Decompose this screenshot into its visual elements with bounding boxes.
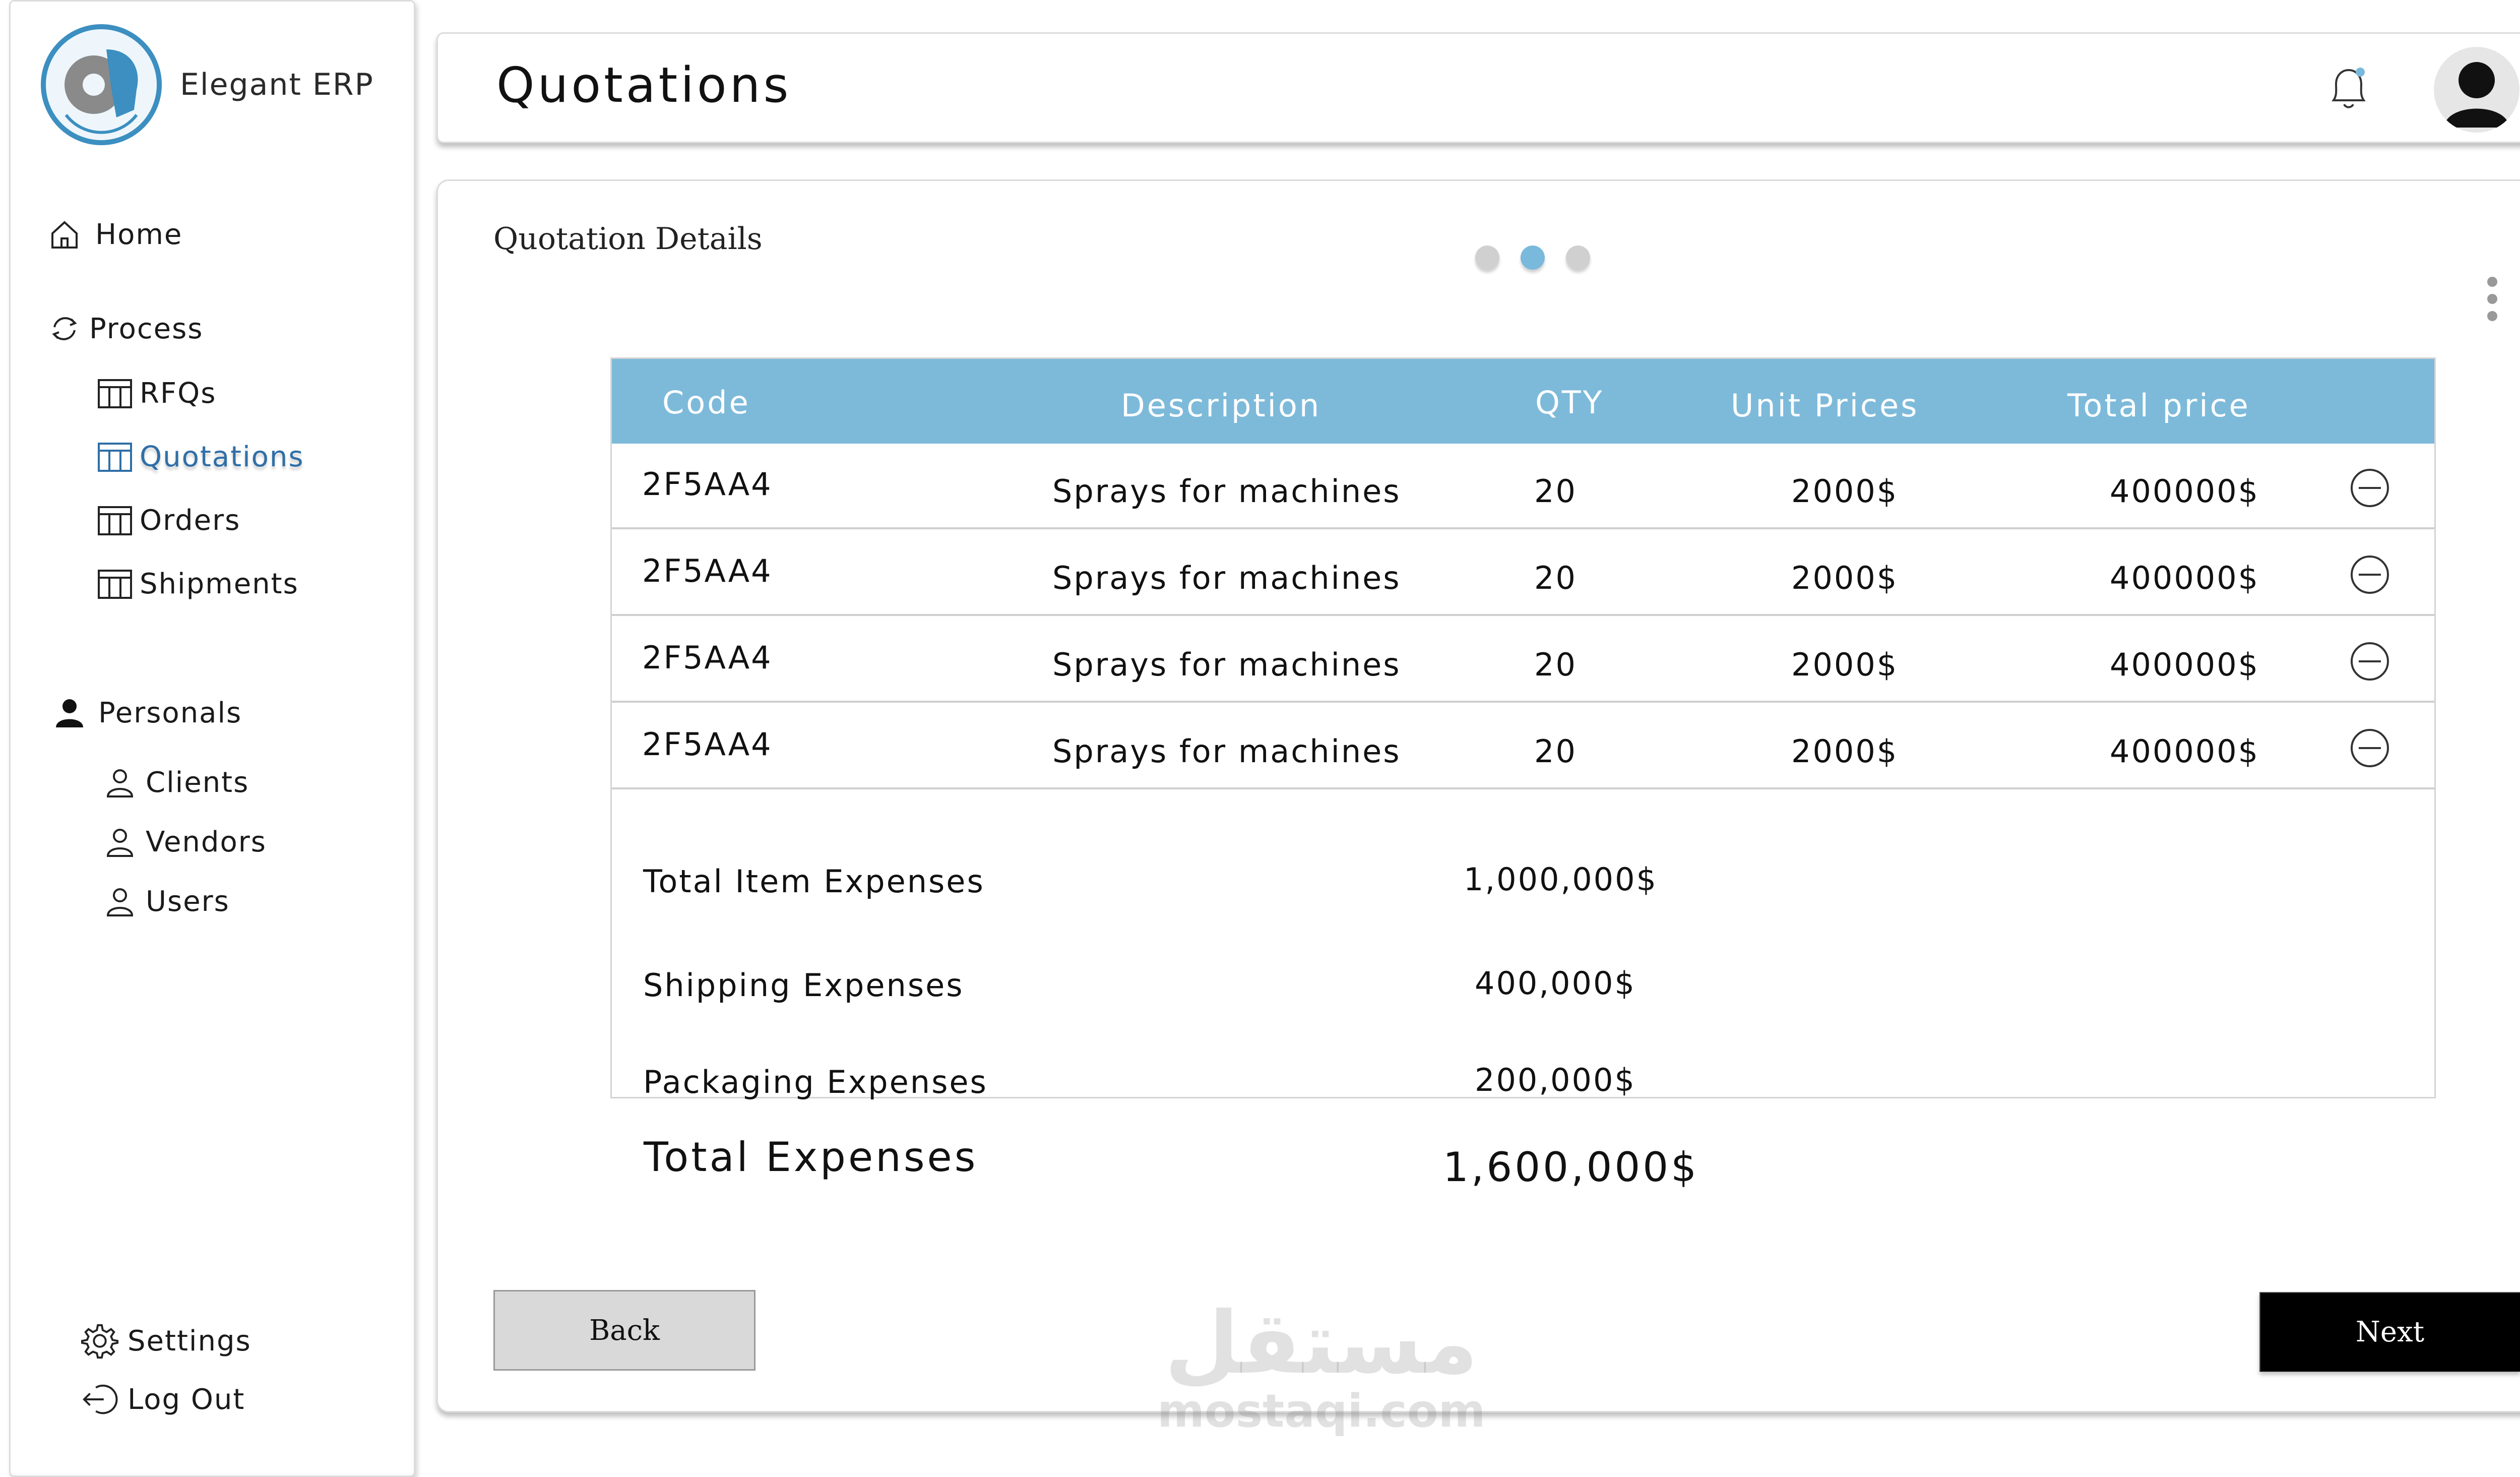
notification-bell-icon[interactable] <box>2321 60 2376 115</box>
brand-name: Elegant ERP <box>180 67 374 102</box>
remove-row-button[interactable] <box>2351 469 2389 507</box>
cell-description: Sprays for machines <box>1052 473 1401 510</box>
cell-qty: 20 <box>1534 646 1577 683</box>
cell-qty: 20 <box>1534 560 1577 596</box>
remove-row-button[interactable] <box>2351 642 2389 681</box>
cell-unit-price: 2000$ <box>1791 733 1899 770</box>
table-icon <box>96 438 134 475</box>
table-icon <box>96 375 134 412</box>
step-dot[interactable] <box>1475 245 1499 270</box>
nav-item-shipments[interactable]: Shipments <box>96 565 299 602</box>
cell-total-price: 400000$ <box>2110 646 2260 683</box>
nav-item-vendors[interactable]: Vendors <box>101 823 267 860</box>
cell-code: 2F5AA4 <box>642 726 773 763</box>
nav-item-process[interactable]: Process <box>46 310 203 347</box>
nav-label-orders: Orders <box>140 504 241 537</box>
cell-description: Sprays for machines <box>1052 646 1401 683</box>
quotation-table: Code Description QTY Unit Prices Total p… <box>610 357 2436 1100</box>
watermark-latin: mostaqi.com <box>1157 1385 1486 1438</box>
cell-total-price: 400000$ <box>2110 473 2260 510</box>
nav-label-users: Users <box>146 885 230 918</box>
nav-item-settings[interactable]: Settings <box>81 1322 251 1360</box>
page-title: Quotations <box>496 57 792 113</box>
step-dot[interactable] <box>1566 245 1590 270</box>
nav-item-home[interactable]: Home <box>46 216 182 253</box>
table-row: 2F5AA4 Sprays for machines 20 2000$ 4000… <box>612 704 2434 789</box>
cell-code: 2F5AA4 <box>642 466 773 503</box>
summary-label-items: Total Item Expenses <box>643 863 985 900</box>
next-button[interactable]: Next <box>2259 1292 2520 1372</box>
section-title: Quotation Details <box>493 221 763 257</box>
summary-value-items: 1,000,000$ <box>1464 861 1658 898</box>
nav-label-clients: Clients <box>146 766 249 799</box>
company-logo <box>41 24 162 145</box>
summary-label-shipping: Shipping Expenses <box>643 967 964 1004</box>
more-options-icon[interactable] <box>2487 277 2497 321</box>
nav-label-rfqs: RFQs <box>140 377 217 410</box>
nav-item-rfqs[interactable]: RFQs <box>96 375 216 412</box>
user-avatar[interactable] <box>2434 47 2519 133</box>
cell-unit-price: 2000$ <box>1791 646 1899 683</box>
table-row: 2F5AA4 Sprays for machines 20 2000$ 4000… <box>612 444 2434 529</box>
person-outline-icon <box>101 883 139 920</box>
table-icon <box>96 502 134 539</box>
watermark: مستقل mostaqi.com <box>1157 1301 1485 1437</box>
nav-label-home: Home <box>95 218 183 251</box>
quotation-panel: Quotation Details Code Description QTY U… <box>436 179 2520 1412</box>
person-outline-icon <box>101 823 139 860</box>
nav-label-settings: Settings <box>128 1324 251 1358</box>
person-filled-icon <box>51 694 88 731</box>
nav-label-process: Process <box>89 312 204 345</box>
column-header-total-price: Total price <box>2067 387 2250 424</box>
table-row: 2F5AA4 Sprays for machines 20 2000$ 4000… <box>612 617 2434 703</box>
table-row: 2F5AA4 Sprays for machines 20 2000$ 4000… <box>612 530 2434 616</box>
back-button[interactable]: Back <box>493 1290 755 1371</box>
nav-label-vendors: Vendors <box>146 825 267 858</box>
total-expenses-value: 1,600,000$ <box>1443 1144 1699 1191</box>
home-icon <box>46 216 83 253</box>
column-header-unit-prices: Unit Prices <box>1731 387 1919 424</box>
cell-code: 2F5AA4 <box>642 639 773 676</box>
nav-item-clients[interactable]: Clients <box>101 764 249 801</box>
column-header-qty: QTY <box>1535 384 1604 421</box>
cell-qty: 20 <box>1534 733 1577 770</box>
summary-value-shipping: 400,000$ <box>1475 965 1636 1002</box>
cell-unit-price: 2000$ <box>1791 560 1899 596</box>
sidebar: Elegant ERP Home Process RFQs Quotations… <box>9 0 415 1477</box>
nav-label-logout: Log Out <box>128 1383 245 1416</box>
nav-item-logout[interactable]: Log Out <box>81 1381 245 1418</box>
top-header: Quotations <box>436 32 2520 143</box>
step-dot-active[interactable] <box>1521 245 1545 270</box>
nav-label-shipments: Shipments <box>140 567 299 600</box>
summary-label-packaging: Packaging Expenses <box>643 1064 988 1100</box>
cell-total-price: 400000$ <box>2110 560 2260 596</box>
nav-item-personals[interactable]: Personals <box>51 694 242 731</box>
table-icon <box>96 565 134 602</box>
total-expenses-label: Total Expenses <box>644 1134 978 1181</box>
column-header-code: Code <box>662 384 750 421</box>
table-header: Code Description QTY Unit Prices Total p… <box>612 359 2434 444</box>
nav-item-quotations[interactable]: Quotations <box>96 438 304 475</box>
gear-icon <box>81 1322 118 1360</box>
nav-item-orders[interactable]: Orders <box>96 502 240 539</box>
logout-icon <box>81 1381 118 1418</box>
cell-qty: 20 <box>1534 473 1577 510</box>
column-header-description: Description <box>1121 387 1321 424</box>
person-outline-icon <box>101 764 139 801</box>
cell-unit-price: 2000$ <box>1791 473 1899 510</box>
nav-item-users[interactable]: Users <box>101 883 230 920</box>
cell-code: 2F5AA4 <box>642 552 773 589</box>
step-indicator <box>1475 245 1590 270</box>
refresh-icon <box>46 310 83 347</box>
watermark-arabic: مستقل <box>1164 1294 1478 1393</box>
nav-label-quotations: Quotations <box>140 440 304 473</box>
remove-row-button[interactable] <box>2351 556 2389 594</box>
cell-description: Sprays for machines <box>1052 560 1401 596</box>
nav-label-personals: Personals <box>98 696 242 729</box>
cell-total-price: 400000$ <box>2110 733 2260 770</box>
summary-value-packaging: 200,000$ <box>1475 1062 1636 1098</box>
remove-row-button[interactable] <box>2351 729 2389 767</box>
cell-description: Sprays for machines <box>1052 733 1401 770</box>
